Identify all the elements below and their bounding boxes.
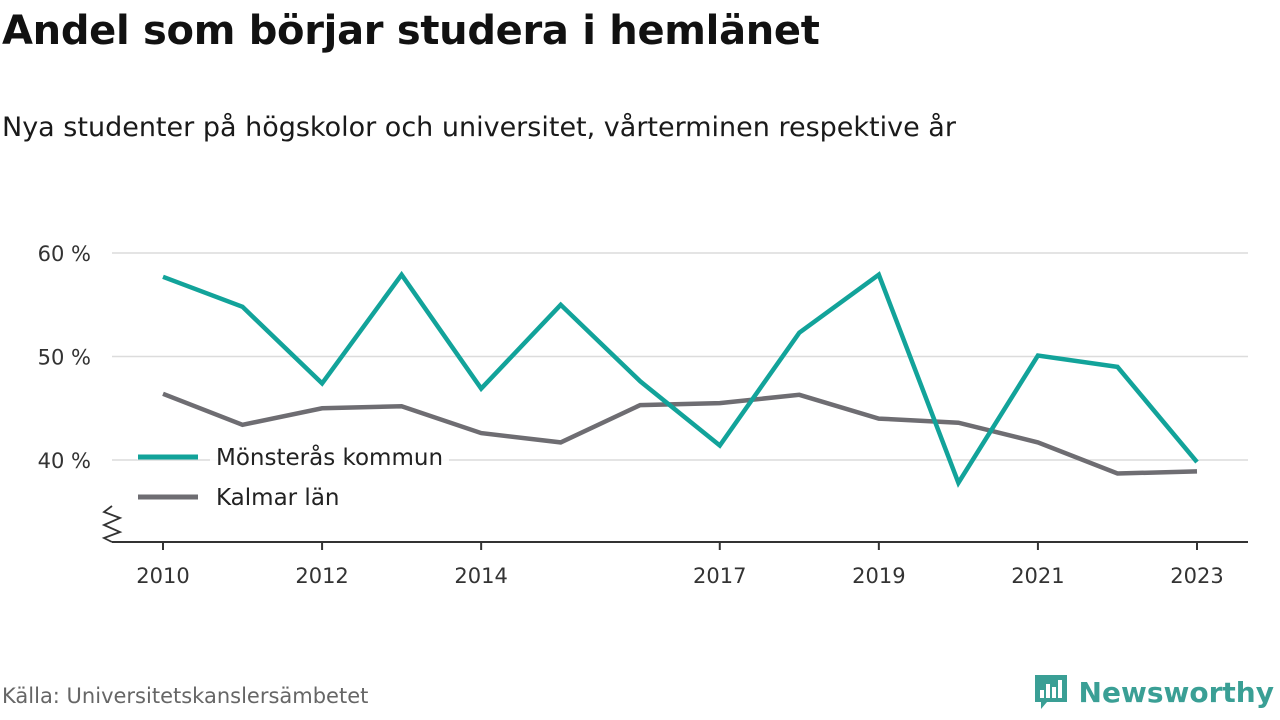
bar-chart-speech-bubble-icon: [1034, 675, 1067, 709]
x-tick-label: 2012: [295, 564, 348, 588]
grid-lines: [112, 252, 1248, 461]
x-tick-label: 2023: [1170, 564, 1223, 588]
brand-name: Newsworthy: [1078, 675, 1274, 709]
brand-logo: Newsworthy: [1031, 672, 1274, 712]
series-lines: [162, 270, 1199, 488]
axes: 40 % 50 % 60 % 2010 2012 2014 2017 2019 2021 2023: [38, 242, 1248, 588]
source-note: Källa: Universitetskanslersämbetet: [2, 684, 369, 708]
x-tick-label: 2010: [136, 564, 189, 588]
chart-title: Andel som börjar studera i hemlänet: [2, 8, 820, 54]
legend: Mönsterås kommun Kalmar län: [137, 440, 450, 514]
y-axis-break-icon: [101, 505, 123, 543]
series-line-1: [162, 391, 1198, 476]
series-line-0: [162, 270, 1199, 488]
y-tick-label: 40 %: [38, 449, 91, 473]
y-tick-label: 50 %: [38, 346, 91, 370]
x-tick-label: 2019: [852, 564, 905, 588]
legend-label: Mönsterås kommun: [216, 443, 443, 471]
y-tick-label: 60 %: [38, 242, 91, 266]
x-tick-label: 2021: [1011, 564, 1064, 588]
legend-label: Kalmar län: [216, 485, 340, 511]
chart-subtitle: Nya studenter på högskolor och universit…: [2, 112, 956, 143]
x-tick-label: 2017: [693, 564, 746, 588]
x-tick-label: 2014: [454, 564, 507, 588]
